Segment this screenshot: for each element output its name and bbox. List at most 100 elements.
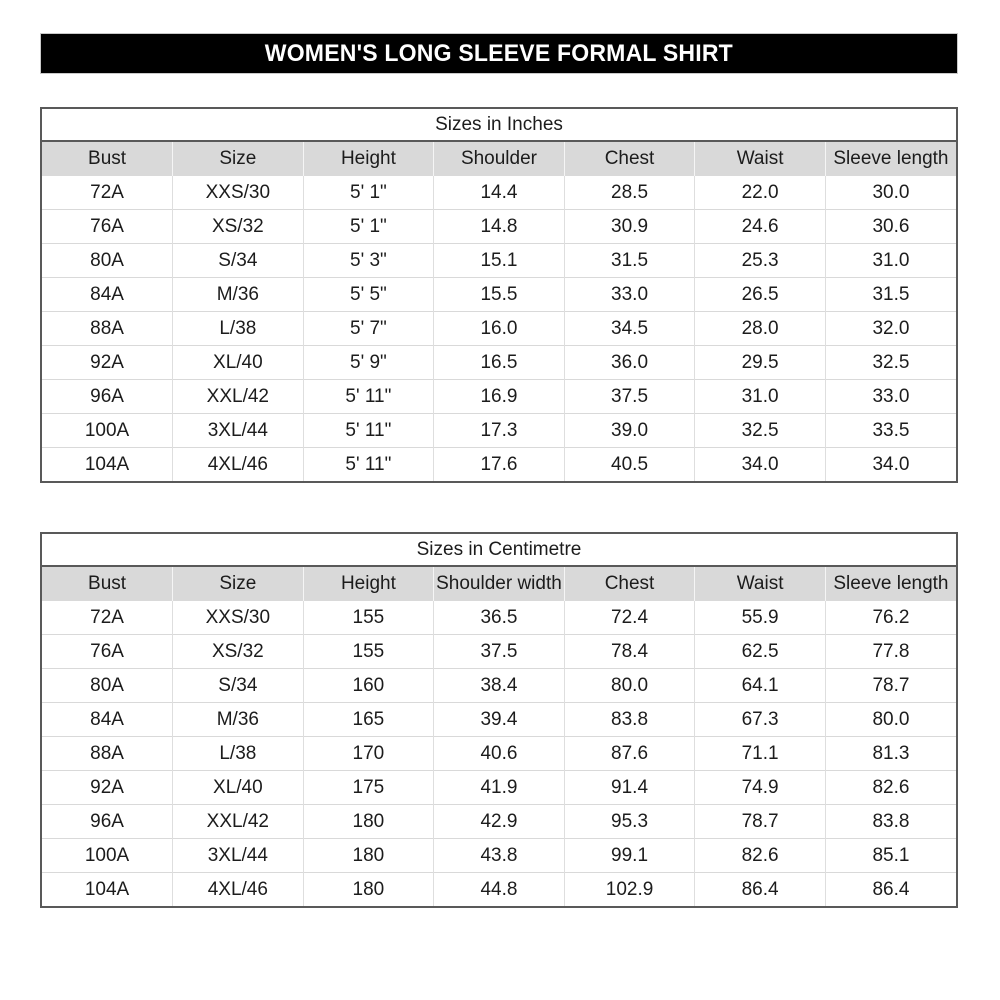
- table-title-row: Sizes in Inches: [42, 109, 956, 142]
- table-cell: 33.0: [563, 277, 695, 312]
- column-header: Chest: [563, 141, 695, 176]
- table-cell: 96A: [42, 804, 173, 839]
- column-header: Sleeve length: [824, 566, 956, 601]
- table-cell: 180: [302, 838, 434, 873]
- table-cell: 17.3: [433, 413, 565, 448]
- column-header: Sleeve length: [824, 141, 956, 176]
- table-cell: 88A: [42, 736, 173, 771]
- table-cell: 42.9: [433, 804, 565, 839]
- table-cell: L/38: [172, 736, 304, 771]
- table-cell: 170: [302, 736, 434, 771]
- table-row: 88A L/38 5' 7" 16.0 34.5 28.0 32.0: [42, 311, 956, 346]
- table-cell: 15.5: [433, 277, 565, 312]
- table-cell: 78.7: [694, 804, 826, 839]
- table-row: 84A M/36 5' 5" 15.5 33.0 26.5 31.5: [42, 277, 956, 312]
- table-cell: 102.9: [563, 872, 695, 906]
- table-cell: 40.6: [433, 736, 565, 771]
- table-cell: 5' 5": [302, 277, 434, 312]
- table-cell: 82.6: [824, 770, 956, 805]
- table-row: 100A 3XL/44 180 43.8 99.1 82.6 85.1: [42, 838, 956, 873]
- table-cell: 41.9: [433, 770, 565, 805]
- table-cell: 4XL/46: [172, 872, 304, 906]
- table-cell: 31.5: [563, 243, 695, 278]
- table-cell: 24.6: [694, 209, 826, 244]
- table-cell: 104A: [42, 872, 173, 906]
- table-cell: 180: [302, 872, 434, 906]
- column-header: Chest: [563, 566, 695, 601]
- table-row: 104A 4XL/46 5' 11" 17.6 40.5 34.0 34.0: [42, 447, 956, 481]
- table-cell: 15.1: [433, 243, 565, 278]
- table-header-row: Bust Size Height Shoulder width Chest Waist Sl…: [42, 566, 956, 601]
- table-cell: XXS/30: [172, 175, 304, 210]
- table-cell: 72A: [42, 600, 173, 635]
- table-cell: 86.4: [694, 872, 826, 906]
- table-cell: 84A: [42, 277, 173, 312]
- table-cell: 33.5: [824, 413, 956, 448]
- table-title-row: Sizes in Centimetre: [42, 534, 956, 567]
- table-cell: 100A: [42, 838, 173, 873]
- table-cell: 95.3: [563, 804, 695, 839]
- table-cell: 3XL/44: [172, 838, 304, 873]
- table-cell: 77.8: [824, 634, 956, 669]
- table-cell: 36.5: [433, 600, 565, 635]
- inches-table: Sizes in Inches Bust Size Height Shoulder Che…: [42, 109, 956, 481]
- table-cell: 86.4: [824, 872, 956, 906]
- table-cell: 33.0: [824, 379, 956, 414]
- table-cell: 76.2: [824, 600, 956, 635]
- table-cell: 83.8: [563, 702, 695, 737]
- table-cell: 76A: [42, 209, 173, 244]
- table-row: 80A S/34 5' 3" 15.1 31.5 25.3 31.0: [42, 243, 956, 278]
- table-cell: 5' 3": [302, 243, 434, 278]
- table-cell: 175: [302, 770, 434, 805]
- table-cell: 37.5: [563, 379, 695, 414]
- table-cell: 14.4: [433, 175, 565, 210]
- table-row: 76A XS/32 155 37.5 78.4 62.5 77.8: [42, 634, 956, 669]
- table-cell: 165: [302, 702, 434, 737]
- table-cell: 80A: [42, 668, 173, 703]
- table-cell: 5' 11": [302, 379, 434, 414]
- table-cell: 80A: [42, 243, 173, 278]
- table-cell: 43.8: [433, 838, 565, 873]
- table-cell: 82.6: [694, 838, 826, 873]
- table-cell: 28.5: [563, 175, 695, 210]
- table-cell: 39.4: [433, 702, 565, 737]
- table-cell: 5' 1": [302, 175, 434, 210]
- table-cell: 74.9: [694, 770, 826, 805]
- table-cell: 5' 11": [302, 413, 434, 448]
- table-cell: 4XL/46: [172, 447, 304, 481]
- table-cell: 64.1: [694, 668, 826, 703]
- size-table-inches: Sizes in Inches Bust Size Height Shoulder Che…: [40, 107, 958, 483]
- table-cell: 76A: [42, 634, 173, 669]
- table-cell: 32.5: [694, 413, 826, 448]
- table-cell: 40.5: [563, 447, 695, 481]
- table-cell: XXL/42: [172, 379, 304, 414]
- table-cell: S/34: [172, 668, 304, 703]
- table-row: 100A 3XL/44 5' 11" 17.3 39.0 32.5 33.5: [42, 413, 956, 448]
- table-cell: 5' 9": [302, 345, 434, 380]
- table-row: 92A XL/40 5' 9" 16.5 36.0 29.5 32.5: [42, 345, 956, 380]
- table-cell: 160: [302, 668, 434, 703]
- table-cell: 155: [302, 634, 434, 669]
- table-cell: 30.0: [824, 175, 956, 210]
- table-cell: 71.1: [694, 736, 826, 771]
- table-cell: 31.0: [824, 243, 956, 278]
- table-cell: 37.5: [433, 634, 565, 669]
- table-cell: M/36: [172, 277, 304, 312]
- table-cell: XL/40: [172, 345, 304, 380]
- column-header: Bust: [42, 141, 173, 176]
- column-header: Waist: [694, 141, 826, 176]
- table-cell: 91.4: [563, 770, 695, 805]
- table-row: 72A XXS/30 155 36.5 72.4 55.9 76.2: [42, 600, 956, 635]
- table-cell: 31.5: [824, 277, 956, 312]
- table-cell: 96A: [42, 379, 173, 414]
- table-cell: 87.6: [563, 736, 695, 771]
- table-cell: 99.1: [563, 838, 695, 873]
- table-cell: 104A: [42, 447, 173, 481]
- table-title: Sizes in Centimetre: [42, 534, 956, 567]
- size-table-centimetre: Sizes in Centimetre Bust Size Height Shoulde…: [40, 532, 958, 908]
- table-header-row: Bust Size Height Shoulder Chest Waist Sleeve l…: [42, 141, 956, 176]
- table-cell: 31.0: [694, 379, 826, 414]
- table-cell: 92A: [42, 345, 173, 380]
- centimetre-table: Sizes in Centimetre Bust Size Height Shoulde…: [42, 534, 956, 906]
